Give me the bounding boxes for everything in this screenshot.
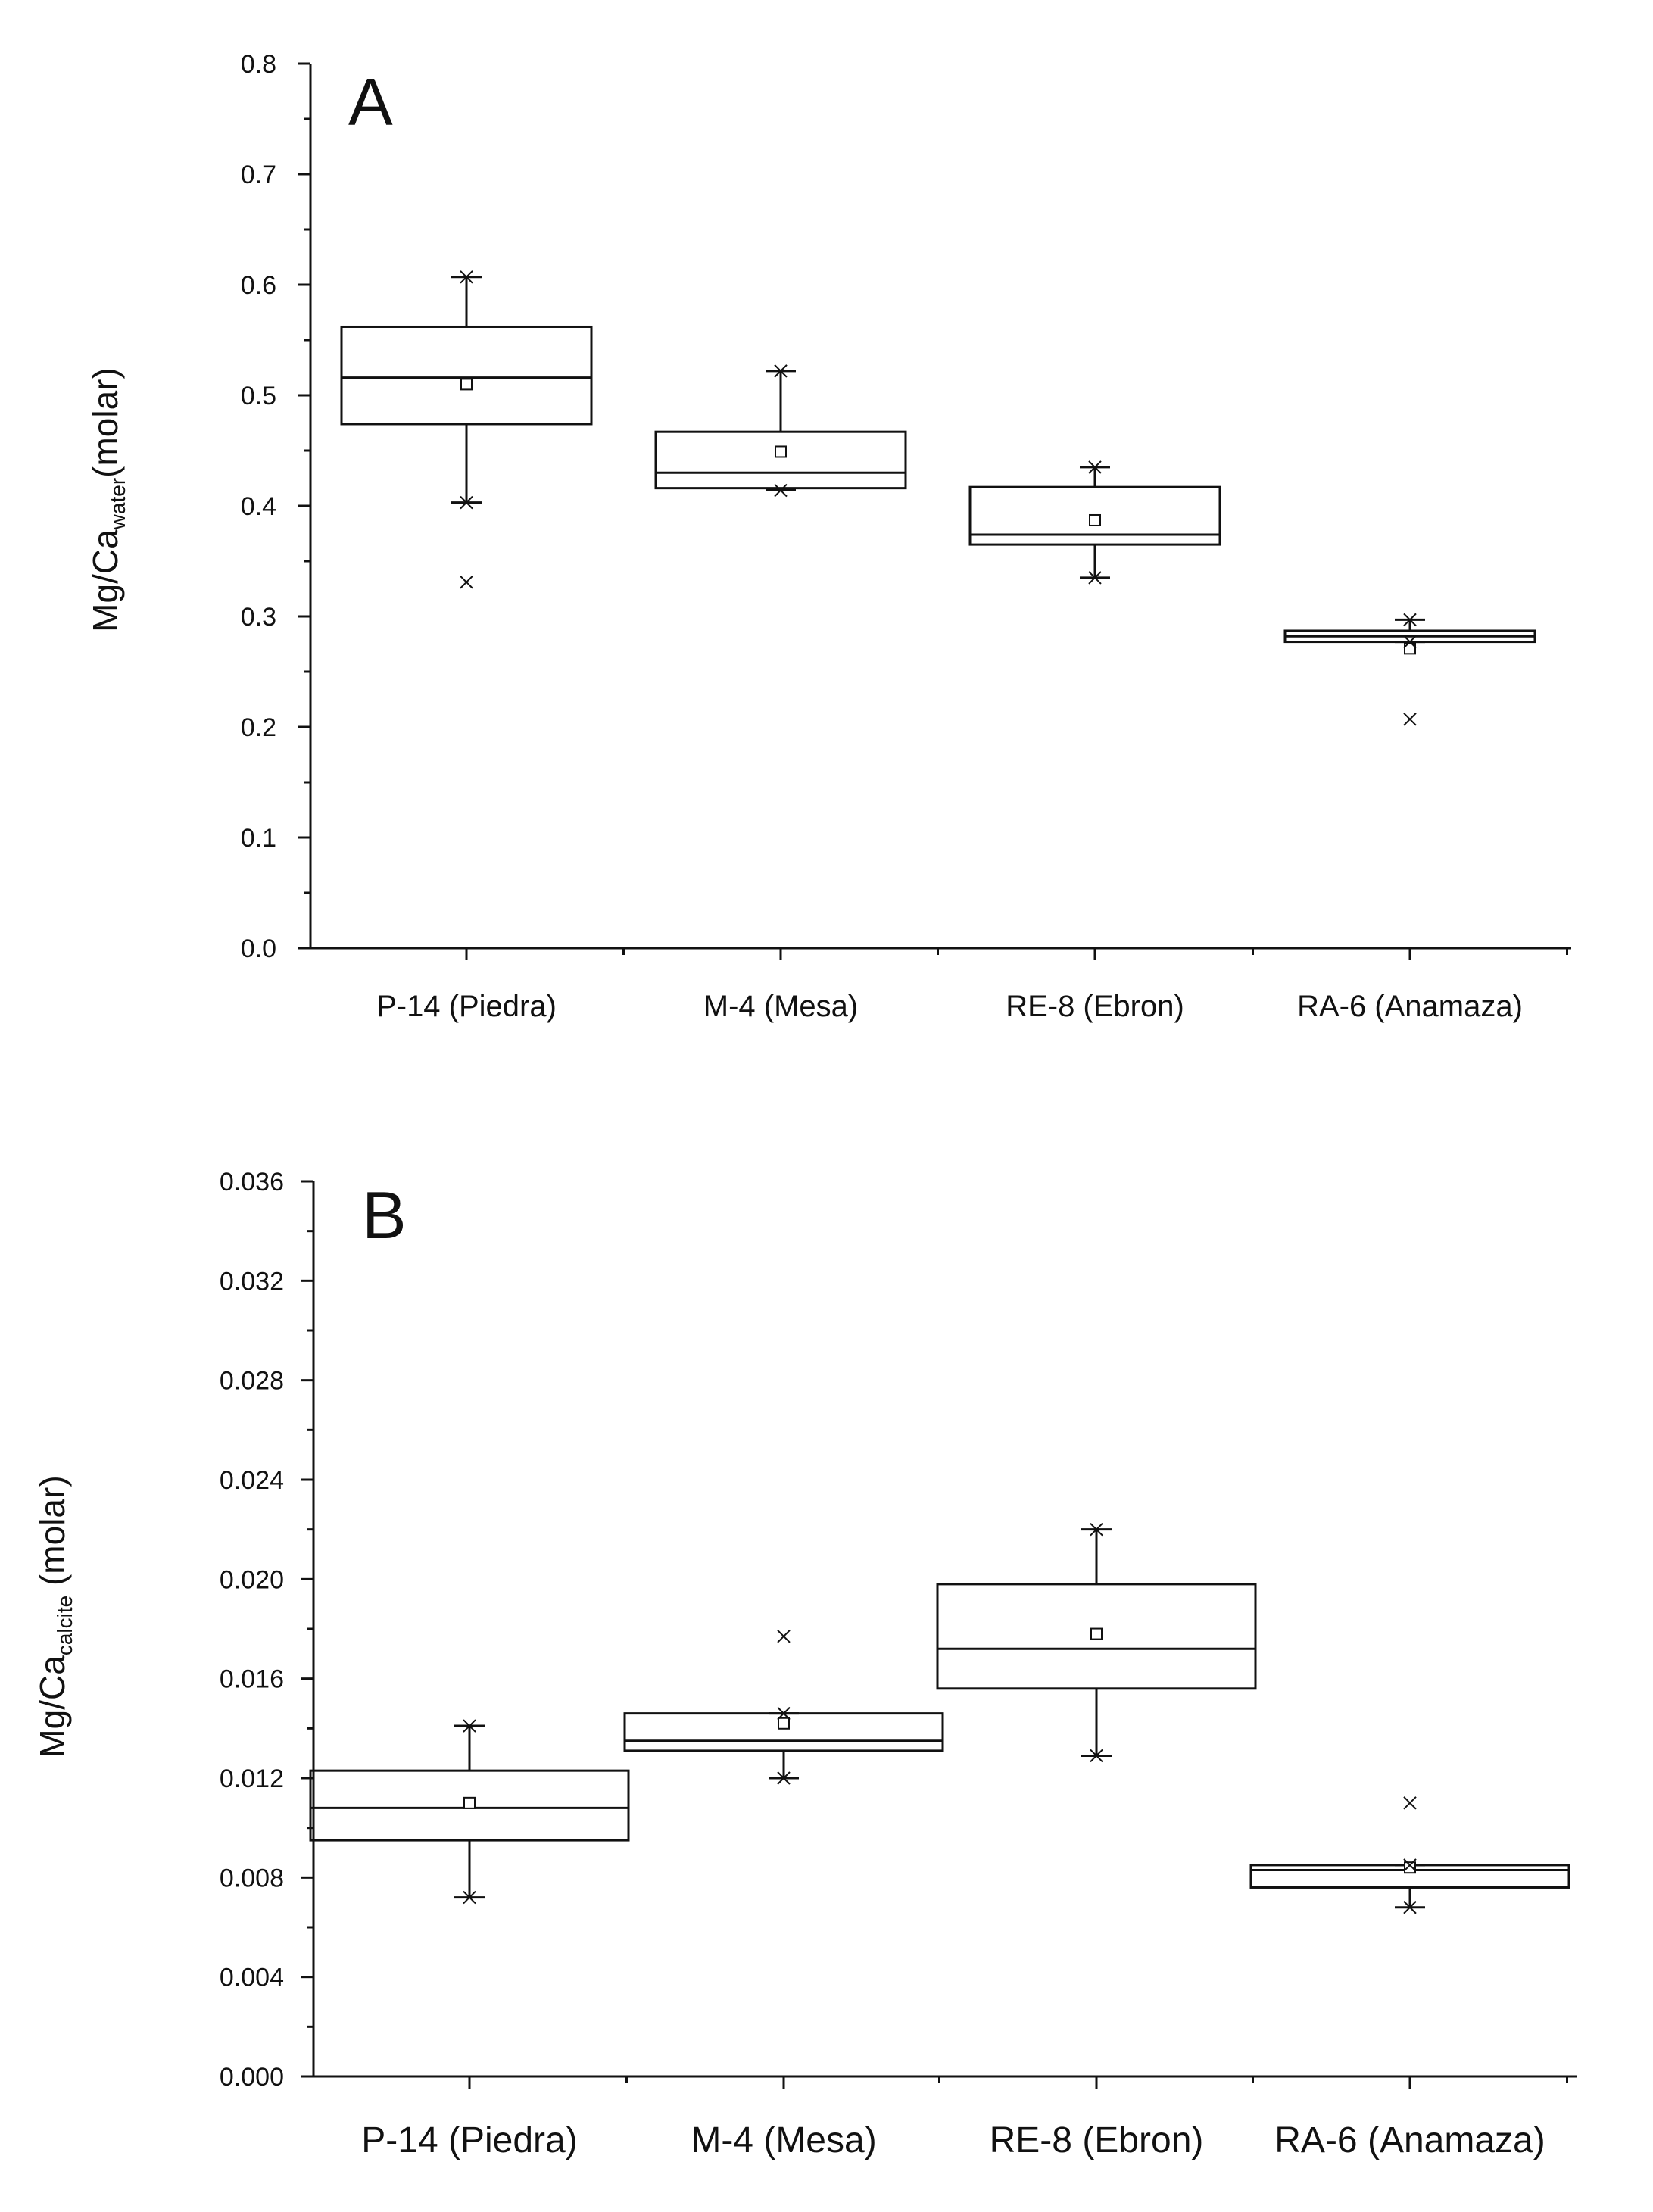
max-marker xyxy=(1090,1522,1103,1537)
y-tick-label: 0.5 xyxy=(241,382,276,410)
y-tick-label: 0.032 xyxy=(220,1267,284,1296)
x-category-label: P-14 (Piedra) xyxy=(361,2120,577,2161)
y-tick-label: 0.004 xyxy=(220,1964,284,1992)
y-tick-label: 0.036 xyxy=(220,1168,284,1196)
min-marker xyxy=(463,1890,476,1905)
y-tick-label: 0.024 xyxy=(220,1466,284,1495)
mean-marker xyxy=(1404,1861,1416,1874)
x-category-label: RA-6 (Anamaza) xyxy=(1274,2120,1545,2161)
min-marker xyxy=(1090,1749,1103,1763)
max-marker xyxy=(460,270,473,284)
mean-marker xyxy=(1404,642,1416,655)
y-tick-label: 0.012 xyxy=(220,1764,284,1793)
x-category-label: P-14 (Piedra) xyxy=(376,990,557,1023)
y-tick-label: 0.7 xyxy=(241,161,276,189)
y-tick-label: 0.3 xyxy=(241,603,276,632)
panel-b: B Mg/Cacalcite (molar) 0.000 0.004 0.008 0.… xyxy=(33,1168,1577,2161)
min-marker xyxy=(1403,635,1417,649)
x-category-label: M-4 (Mesa) xyxy=(691,2120,876,2161)
max-marker xyxy=(1403,613,1417,627)
max-marker xyxy=(1088,460,1102,474)
panel-a: A Mg/Cawater(molar) 0.0 0.1 0.2 0.3 0.4 0.5 0.… xyxy=(86,50,1571,1023)
iqr-box xyxy=(968,485,1221,546)
y-tick-label: 0.000 xyxy=(220,2063,284,2092)
iqr-box xyxy=(936,1583,1257,1690)
max-marker xyxy=(774,364,788,378)
box-3 xyxy=(936,1522,1257,1763)
y-tick-label: 0.028 xyxy=(220,1367,284,1396)
min-marker xyxy=(1088,571,1102,585)
y-tick-label: 0.016 xyxy=(220,1665,284,1694)
y-tick-label: 0.1 xyxy=(241,824,276,853)
outlier-marker xyxy=(777,1630,791,1643)
min-marker xyxy=(1403,1901,1417,1914)
outlier-marker xyxy=(460,576,473,589)
box-1 xyxy=(340,270,593,589)
box-3 xyxy=(968,460,1221,585)
mean-marker xyxy=(1090,1627,1103,1640)
y-tick-label: 0.008 xyxy=(220,1864,284,1892)
box-1 xyxy=(309,1719,630,1905)
mean-marker xyxy=(460,378,473,391)
outlier-marker xyxy=(1403,713,1417,726)
mean-marker xyxy=(778,1717,790,1730)
iqr-box xyxy=(654,430,907,490)
iqr-box xyxy=(340,325,593,426)
panel-letter-b: B xyxy=(362,1178,407,1253)
mean-marker xyxy=(1089,513,1101,526)
max-marker xyxy=(1403,1858,1417,1872)
min-marker xyxy=(460,495,473,510)
x-category-label: RA-6 (Anamaza) xyxy=(1297,990,1523,1023)
max-marker xyxy=(777,1706,791,1721)
panel-letter-a: A xyxy=(348,64,393,139)
iqr-box xyxy=(309,1769,630,1842)
box-4 xyxy=(1283,613,1536,726)
y-tick-label: 0.4 xyxy=(241,492,276,521)
y-axis-label-b: Mg/Cacalcite (molar) xyxy=(33,1475,76,1758)
min-marker xyxy=(774,483,788,498)
y-tick-label: 0.020 xyxy=(220,1565,284,1594)
y-axis-label-a: Mg/Cawater(molar) xyxy=(86,367,129,632)
x-category-label: M-4 (Mesa) xyxy=(703,990,858,1023)
max-marker xyxy=(463,1719,476,1733)
y-tick-label: 0.0 xyxy=(241,934,276,963)
y-tick-label: 0.6 xyxy=(241,271,276,300)
y-tick-label: 0.8 xyxy=(241,50,276,79)
box-4 xyxy=(1249,1796,1570,1914)
x-category-label: RE-8 (Ebron) xyxy=(1006,990,1184,1023)
mean-marker xyxy=(463,1796,476,1809)
mean-marker xyxy=(775,445,787,458)
box-2 xyxy=(623,1630,944,1785)
x-category-label: RE-8 (Ebron) xyxy=(990,2120,1204,2161)
min-marker xyxy=(777,1771,791,1785)
outlier-marker xyxy=(1403,1796,1417,1810)
box-2 xyxy=(654,364,907,498)
y-tick-label: 0.2 xyxy=(241,713,276,742)
